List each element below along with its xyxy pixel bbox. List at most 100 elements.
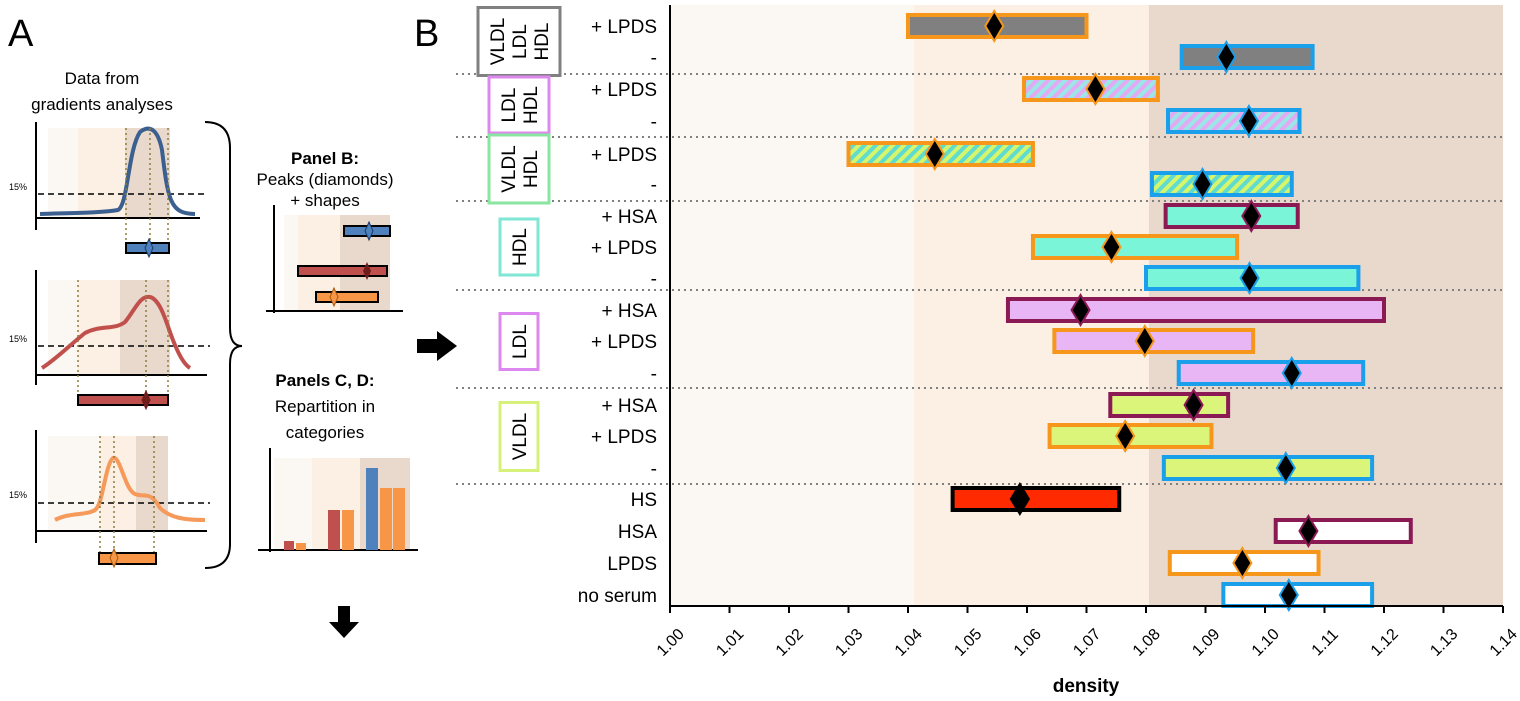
group-label-3-2: HDL — [521, 150, 542, 188]
row-labels: + LPDS - + LPDS - + LPDS - + HSA + LPDS - + HSA + … — [578, 17, 658, 607]
x-tick-label-5: 1.05 — [951, 626, 985, 660]
mini-plot-2: 15% — [9, 270, 210, 411]
peak-diamond-g7-r4 — [1278, 578, 1299, 612]
peak-diamond-g6-r3 — [1275, 451, 1296, 485]
x-tick-label-11: 1.11 — [1309, 626, 1342, 659]
x-tick-label-9: 1.09 — [1189, 626, 1223, 660]
schematic-title-line2: gradients analyses — [31, 95, 173, 114]
schematic-title-line1: Data from — [65, 69, 140, 88]
range-bar-g7-r2 — [1273, 518, 1413, 544]
peak-diamond-g2-r2 — [1238, 104, 1260, 138]
arrow-down-icon — [329, 606, 359, 638]
panel-letter-b: B — [414, 13, 439, 55]
mini-plot-1: 15% — [9, 122, 205, 259]
mini-plot-3: 15% — [9, 430, 210, 569]
group-label-1-1: VLDL — [488, 18, 509, 66]
peak-diamond-g6-r1 — [1183, 388, 1204, 422]
group-label-1-2: LDL — [510, 24, 531, 59]
panel-b: B + LPDS - + LPDS - + LPDS - + HSA + LPDS - + HSA… — [414, 5, 1520, 697]
group-box-1 — [476, 6, 562, 77]
row-label-g4-r1: + HSA — [602, 207, 658, 228]
peak-diamond-g1-r2 — [1216, 40, 1237, 74]
panel-a-schematic: A Data from gradients analyses 15% — [8, 13, 457, 638]
group-label-2-2: HDL — [521, 86, 542, 124]
range-bar-g1-r2 — [1179, 44, 1315, 70]
x-tick-label-7: 1.07 — [1070, 626, 1104, 660]
peak-diamond-g7-r3 — [1232, 546, 1253, 580]
range-bar-g3-r2 — [1149, 171, 1294, 197]
panel-cd-desc-line2: categories — [286, 423, 364, 442]
threshold-label-3: 15% — [9, 490, 27, 500]
peak-diamond-g4-r3 — [1239, 261, 1260, 295]
panel-cd-desc-line1: Repartition in — [275, 397, 375, 416]
row-label-g1-r2: - — [651, 48, 657, 69]
x-tick-label-8: 1.08 — [1130, 626, 1164, 660]
panel-cd-desc-title: Panels C, D: — [275, 371, 374, 390]
row-label-g7-r4: no serum — [578, 586, 657, 607]
row-label-g2-r2: - — [651, 112, 657, 133]
range-bar-g7-r1 — [950, 486, 1122, 512]
peak-diamond-g7-r2 — [1298, 514, 1319, 548]
range-bar-g4-r2 — [1030, 234, 1240, 260]
range-bar-g5-r1 — [1005, 297, 1387, 323]
x-tick-label-2: 1.02 — [773, 626, 807, 660]
group-separators — [456, 73, 1503, 485]
mini-range-plot — [266, 205, 403, 313]
peak-diamond-g6-r2 — [1115, 419, 1136, 453]
row-label-g3-r1: + LPDS — [591, 145, 657, 166]
row-label-g2-r1: + LPDS — [591, 80, 657, 101]
x-tick-label-1: 1.01 — [713, 626, 747, 660]
row-label-g3-r2: - — [651, 175, 657, 196]
mini-bar-plot — [258, 448, 418, 552]
x-axis-title: density — [1053, 676, 1120, 697]
peak-diamond-g3-r2 — [1192, 167, 1213, 201]
threshold-label-1: 15% — [9, 182, 27, 192]
group-label-2-1: LDL — [499, 88, 520, 123]
group-box-5 — [498, 312, 540, 371]
panel-b-desc-line2: + shapes — [290, 191, 359, 210]
range-bar-g2-r2 — [1166, 108, 1302, 134]
panel-b-desc-title: Panel B: — [291, 149, 359, 168]
brace — [204, 121, 243, 569]
peak-diamond-g4-r2 — [1101, 230, 1122, 264]
peak-diamond-g7-r1 — [1009, 482, 1031, 516]
peak-diamond-g2-r1 — [1085, 72, 1106, 106]
row-label-g5-r2: + LPDS — [591, 332, 657, 353]
group-label-1-3: HDL — [532, 22, 553, 60]
group-box-6 — [498, 401, 540, 472]
x-tick-label-10: 1.10 — [1249, 626, 1283, 660]
row-label-g5-r3: - — [651, 364, 657, 385]
group-box-4 — [498, 217, 540, 277]
row-label-g6-r2: + LPDS — [591, 427, 657, 448]
row-label-g7-r1: HS — [631, 490, 657, 511]
row-label-g7-r2: HSA — [618, 522, 657, 543]
arrow-right-icon — [417, 331, 457, 361]
row-label-g6-r3: - — [651, 459, 657, 480]
x-tick-label-14: 1.14 — [1487, 626, 1520, 660]
range-bar-g6-r3 — [1161, 455, 1375, 481]
range-bar-g5-r3 — [1176, 360, 1366, 386]
range-bar-g6-r1 — [1108, 392, 1231, 418]
peak-diamond-g1-r1 — [984, 9, 1005, 43]
group-label-5-1: LDL — [510, 324, 531, 359]
group-box-2 — [487, 75, 551, 135]
x-tick-label-6: 1.06 — [1011, 626, 1045, 660]
panel-b-desc-line1: Peaks (diamonds) — [256, 170, 393, 189]
peak-diamond-g5-r3 — [1281, 356, 1302, 390]
row-label-g4-r3: - — [651, 269, 657, 290]
peak-diamond-g4-r1 — [1241, 199, 1262, 233]
group-label-6-1: VLDL — [510, 413, 531, 461]
density-zone-1 — [670, 5, 914, 606]
x-tick-label-3: 1.03 — [832, 626, 866, 660]
x-tick-label-0: 1.00 — [654, 626, 688, 660]
x-tick-label-4: 1.04 — [892, 626, 926, 660]
group-label-4-1: HDL — [510, 228, 531, 266]
x-tick-label-12: 1.12 — [1368, 626, 1402, 660]
peak-diamond-g3-r1 — [924, 137, 945, 171]
row-label-g7-r3: LPDS — [607, 554, 657, 575]
x-tick-label-13: 1.13 — [1427, 626, 1461, 660]
peak-diamond-g5-r2 — [1134, 324, 1155, 358]
panel-letter-a: A — [8, 13, 34, 55]
threshold-label-2: 15% — [9, 334, 27, 344]
